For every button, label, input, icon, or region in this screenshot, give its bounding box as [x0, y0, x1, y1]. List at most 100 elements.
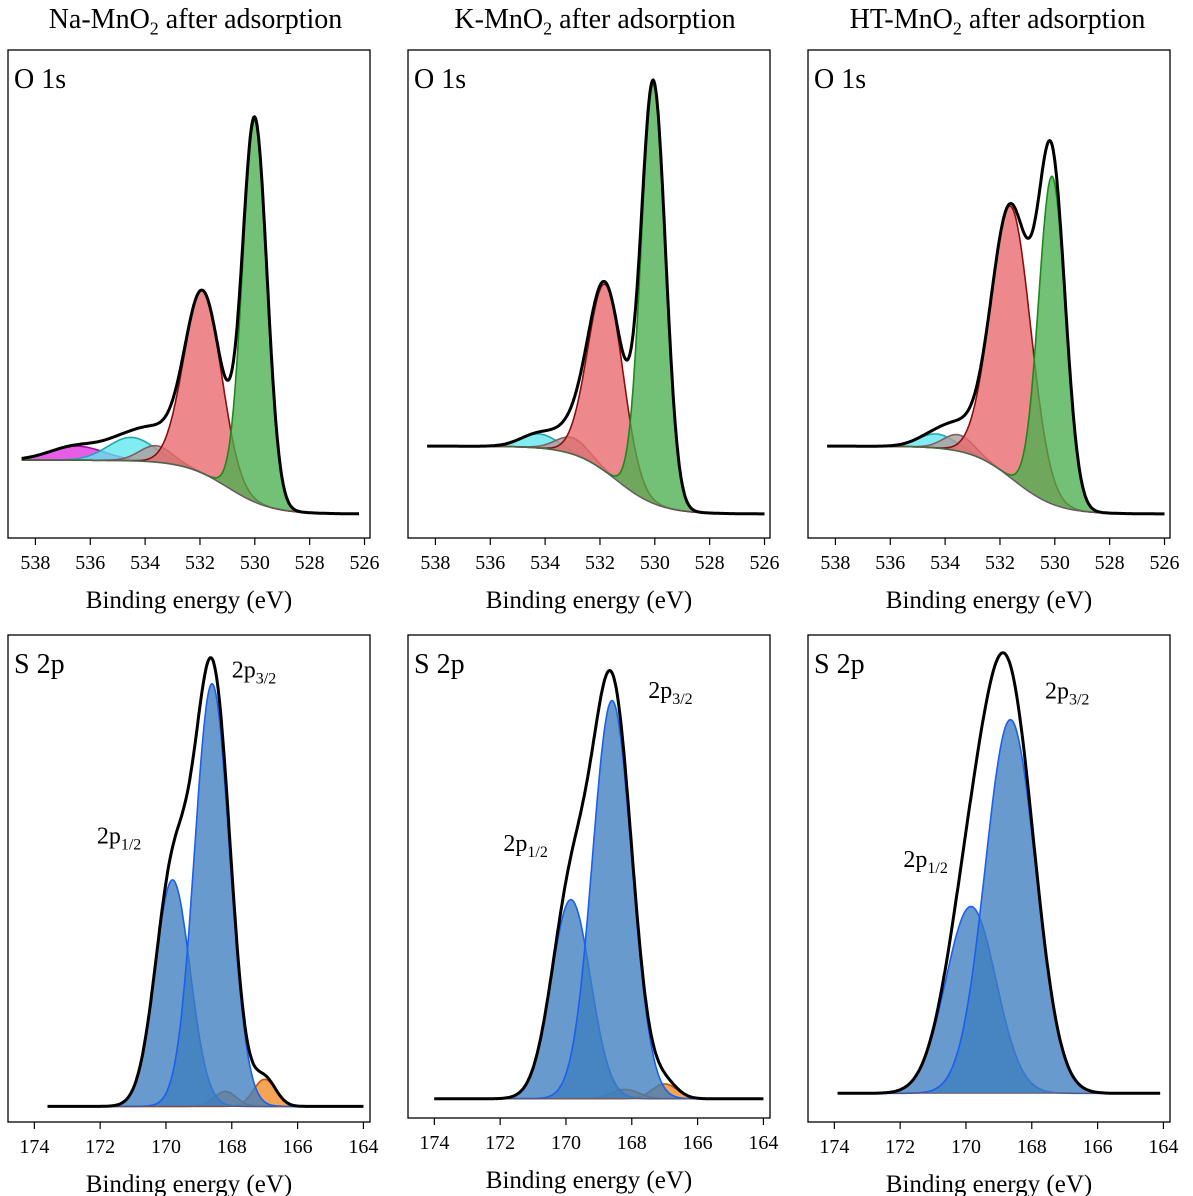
x-tick-label: 530	[240, 552, 270, 574]
x-tick-label: 168	[1017, 1136, 1047, 1158]
column-title-k-sub: 2	[543, 18, 553, 39]
component-fill-S-2p3/2	[47, 683, 364, 1107]
x-tick-label: 164	[1148, 1136, 1178, 1158]
component-fill-S-2p3/2	[434, 700, 764, 1099]
x-tick-label: 170	[151, 1136, 181, 1158]
x-tick-label: 532	[185, 552, 215, 574]
x-axis-label: Binding energy (eV)	[886, 587, 1092, 614]
envelope-line	[21, 115, 360, 516]
plot-frame	[807, 634, 1171, 1123]
x-tick-label: 170	[551, 1132, 581, 1154]
column-title-k: K-MnO2 after adsorption	[410, 4, 780, 40]
envelope-line	[46, 656, 365, 1108]
plot-frame	[407, 49, 771, 539]
chart-k-o1s-svg: 538 536 534 532 530 528 526 Binding energy (eV)…	[407, 49, 780, 614]
x-tick-label: 538	[820, 552, 850, 574]
chart-na-s2p: 174 172 170 168 166 164 Binding energy (eV) S 2…	[0, 634, 395, 1196]
column-title-ht-pre: HT-MnO	[849, 4, 953, 35]
x-tick-label: 526	[1150, 552, 1180, 574]
x-tick-label: 172	[485, 1132, 515, 1154]
x-axis-label: Binding energy (eV)	[886, 1171, 1092, 1196]
x-tick-label: 170	[951, 1136, 981, 1158]
chart-na-o1s-svg: 538 536 534 532 530 528 526 Binding energy (eV)…	[7, 49, 380, 614]
x-tick-label: 536	[875, 552, 905, 574]
envelope-line	[433, 669, 765, 1101]
panel-label: O 1s	[14, 64, 66, 95]
x-tick-label: 174	[19, 1136, 49, 1158]
x-tick-label: 536	[75, 552, 105, 574]
x-tick-label: 534	[530, 552, 560, 574]
peak-annotation-3-2: 2p3/2	[648, 678, 692, 708]
x-tick-label: 166	[1083, 1136, 1113, 1158]
chart-k-s2p: 174 172 170 168 166 164 Binding energy (eV) S 2…	[400, 634, 795, 1196]
peak-annotation-3-2: 2p3/2	[232, 658, 276, 688]
x-axis-label: Binding energy (eV)	[486, 1167, 692, 1194]
x-axis-label: Binding energy (eV)	[486, 587, 692, 614]
chart-k-s2p-svg: 174 172 170 168 166 164 Binding energy (eV) S 2…	[407, 634, 778, 1194]
column-title-ht-post: after adsorption	[961, 4, 1146, 35]
column-title-k-post: after adsorption	[552, 4, 736, 35]
chart-ht-s2p-svg: 174 172 170 168 166 164 Binding energy (eV) S 2…	[807, 634, 1178, 1196]
x-tick-label: 530	[1040, 552, 1070, 574]
chart-na-o1s: 538 536 534 532 530 528 526 Binding energy (eV)…	[0, 49, 395, 620]
column-title-na: Na-MnO2 after adsorption	[8, 4, 383, 40]
x-tick-label: 164	[748, 1132, 778, 1154]
x-tick-label: 168	[617, 1132, 647, 1154]
x-tick-label: 534	[930, 552, 960, 574]
x-tick-label: 528	[1095, 552, 1125, 574]
plot-frame	[7, 49, 371, 539]
x-tick-label: 166	[283, 1136, 313, 1158]
x-tick-label: 172	[885, 1136, 915, 1158]
envelope-line	[426, 78, 766, 516]
panel-label: S 2p	[414, 649, 465, 680]
x-tick-label: 172	[85, 1136, 115, 1158]
panel-label: O 1s	[814, 64, 866, 95]
chart-ht-o1s-svg: 538 536 534 532 530 528 526 Binding energy (eV)…	[807, 49, 1180, 614]
component-fill-O-peak-531.6	[827, 206, 1165, 514]
component-fill-O-peak-536.5	[21, 446, 359, 514]
x-tick-label: 532	[585, 552, 615, 574]
x-tick-label: 532	[985, 552, 1015, 574]
peak-annotation-1-2: 2p1/2	[903, 847, 947, 877]
x-tick-label: 538	[420, 552, 450, 574]
peak-annotation-1-2: 2p1/2	[503, 831, 547, 861]
x-tick-label: 526	[350, 552, 380, 574]
chart-na-s2p-svg: 174 172 170 168 166 164 Binding energy (eV) S 2…	[7, 634, 378, 1196]
column-title-na-sub: 2	[149, 18, 159, 39]
component-fill-S-minor-167.0	[434, 1083, 764, 1099]
x-tick-label: 174	[419, 1132, 449, 1154]
x-tick-label: 538	[20, 552, 50, 574]
x-tick-label: 534	[130, 552, 160, 574]
plot-frame	[7, 634, 371, 1123]
plot-frame	[807, 49, 1171, 539]
component-fill-S-2p3/2	[837, 719, 1161, 1094]
component-fill-O-peak-531.8	[427, 284, 765, 514]
envelope-line	[826, 139, 1166, 516]
x-tick-label: 166	[683, 1132, 713, 1154]
panel-label: S 2p	[814, 649, 865, 680]
column-title-k-pre: K-MnO	[454, 4, 544, 35]
chart-ht-o1s: 538 536 534 532 530 528 526 Binding energy (eV)…	[800, 49, 1193, 620]
column-title-ht-sub: 2	[952, 18, 962, 39]
x-axis-label: Binding energy (eV)	[86, 1171, 292, 1196]
chart-ht-s2p: 174 172 170 168 166 164 Binding energy (eV) S 2…	[800, 634, 1193, 1196]
column-title-na-post: after adsorption	[158, 4, 343, 35]
x-tick-label: 536	[475, 552, 505, 574]
component-fill-O-peak-531.9	[21, 290, 359, 514]
x-tick-label: 528	[695, 552, 725, 574]
x-axis-label: Binding energy (eV)	[86, 587, 292, 614]
column-title-na-pre: Na-MnO	[48, 4, 150, 35]
chart-k-o1s: 538 536 534 532 530 528 526 Binding energy (eV)…	[400, 49, 795, 620]
panel-label: O 1s	[414, 64, 466, 95]
x-tick-label: 526	[750, 552, 780, 574]
x-tick-label: 164	[348, 1136, 378, 1158]
component-fill-O-peak-534.5	[21, 437, 359, 514]
column-title-ht: HT-MnO2 after adsorption	[805, 4, 1190, 40]
peak-annotation-1-2: 2p1/2	[97, 823, 141, 853]
panel-label: S 2p	[14, 649, 65, 680]
plot-frame	[407, 634, 771, 1119]
background-line	[21, 459, 359, 515]
envelope-line	[836, 651, 1161, 1095]
x-tick-label: 168	[217, 1136, 247, 1158]
x-tick-label: 174	[819, 1136, 849, 1158]
